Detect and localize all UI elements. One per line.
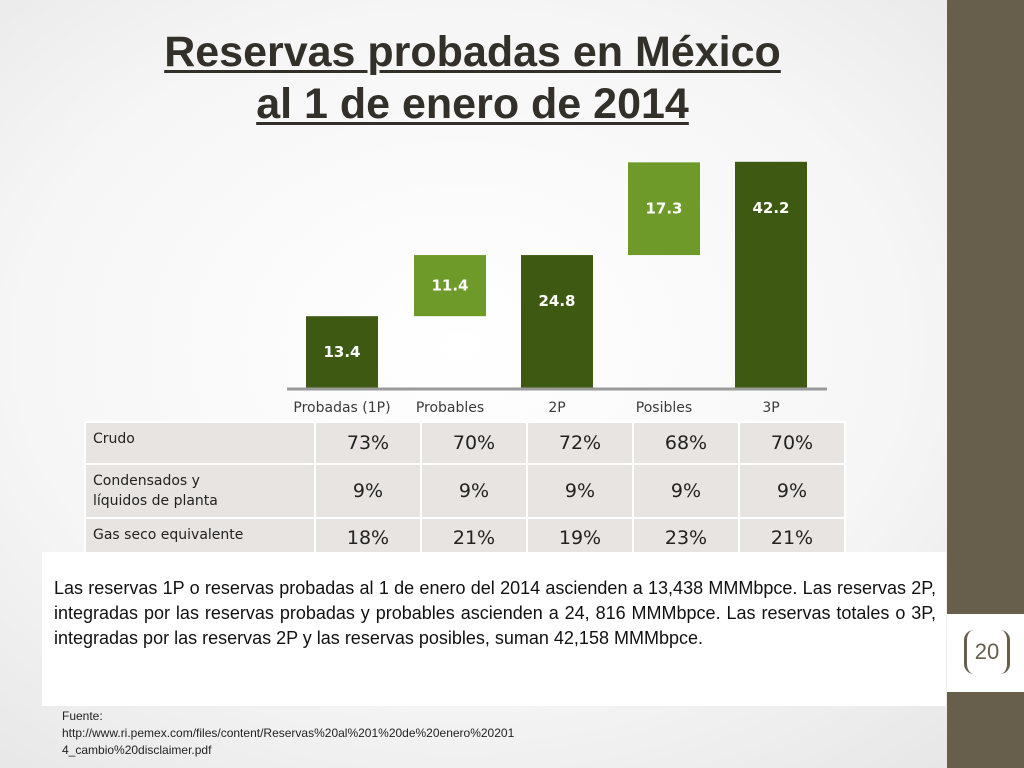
bar-2 — [414, 255, 486, 317]
page-number: 20 — [964, 630, 1010, 674]
bar-value-label-2: 11.4 — [431, 277, 468, 295]
source-url-line-2: 4_cambio%20disclaimer.pdf — [62, 743, 212, 757]
slide-title: Reservas probadas en México al 1 de ener… — [60, 26, 885, 130]
table-cell: 9% — [314, 463, 422, 519]
table-cell: 9% — [420, 463, 528, 519]
title-line-1: Reservas probadas en México — [164, 28, 781, 76]
chart-x-labels: Probadas (1P) Probables 2P Posibles 3P — [293, 400, 779, 416]
bar-5 — [735, 161, 807, 388]
table-cell: 9% — [526, 463, 634, 519]
reserves-waterfall-chart: 13.4 11.4 24.8 17.3 42.2 Probadas (1P) Probab… — [287, 161, 827, 416]
x-tick-label-4: Posibles — [636, 400, 692, 416]
chart-bars: 13.4 11.4 24.8 17.3 42.2 — [306, 161, 807, 388]
composition-table-body: Crudo 73% 70% 72% 68% 70% Condensados y líquido… — [84, 421, 846, 559]
table-row-label-line: Condensados y — [93, 473, 200, 489]
source-url-line-1: http://www.ri.pemex.com/files/content/Re… — [62, 726, 515, 740]
x-tick-label-3: 2P — [548, 400, 565, 416]
source-label: Fuente: — [62, 709, 103, 723]
table-cell: 73% — [314, 421, 422, 465]
x-tick-label-2: Probables — [416, 400, 484, 416]
x-tick-label-5: 3P — [762, 400, 779, 416]
page-number-badge — [947, 614, 1024, 692]
summary-box: Las reservas 1P o reservas probadas al 1… — [42, 552, 946, 706]
bar-value-label-4: 17.3 — [645, 199, 682, 217]
table-cell: 72% — [526, 421, 634, 465]
table-cell: 9% — [632, 463, 740, 519]
table-row-label: Condensados y líquidos de planta — [84, 463, 316, 519]
bar-1 — [306, 316, 378, 388]
table-row-label-line: Gas seco equivalente — [93, 527, 244, 543]
bar-value-label-1: 13.4 — [323, 343, 360, 361]
bar-3 — [521, 255, 593, 388]
table-row-label-line: Crudo — [93, 431, 135, 447]
title-line-2: al 1 de enero de 2014 — [256, 80, 689, 128]
table-row-label-line: líquidos de planta — [93, 493, 218, 509]
table-row: Condensados y líquidos de planta 9% 9% 9% 9% 9… — [84, 463, 846, 519]
source-note: Fuente: http://www.ri.pemex.com/files/co… — [62, 708, 622, 759]
table-row: Crudo 73% 70% 72% 68% 70% — [84, 421, 846, 465]
bar-value-label-5: 42.2 — [752, 199, 789, 217]
table-cell: 70% — [738, 421, 846, 465]
bar-value-label-3: 24.8 — [538, 292, 575, 310]
table-cell: 68% — [632, 421, 740, 465]
composition-table: Crudo 73% 70% 72% 68% 70% Condensados y líquido… — [84, 421, 846, 559]
table-cell: 9% — [738, 463, 846, 519]
x-tick-label-1: Probadas (1P) — [293, 400, 390, 416]
bar-4 — [628, 162, 700, 256]
summary-text: Las reservas 1P o reservas probadas al 1… — [54, 578, 936, 648]
table-cell: 70% — [420, 421, 528, 465]
table-row-label: Crudo — [84, 421, 316, 465]
